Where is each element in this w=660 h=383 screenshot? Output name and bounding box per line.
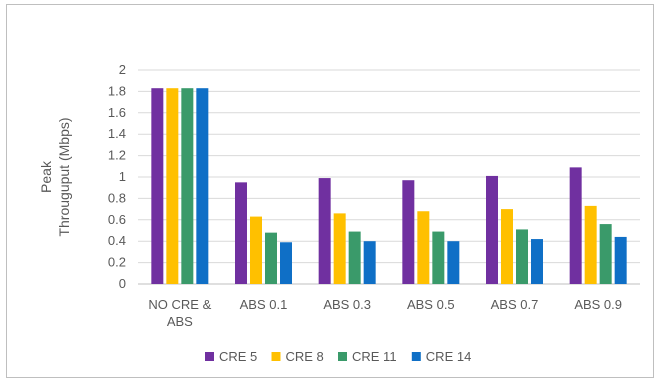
x-axis-ticks: NO CRE & ABS ABS 0.1 ABS 0.3 ABS 0.5 ABS 0.7 A…: [148, 297, 622, 329]
y-tick-label: 1.4: [108, 126, 126, 141]
y-tick-label: 0.6: [108, 212, 126, 227]
bar: [181, 88, 194, 284]
y-tick-label: 0.8: [108, 190, 126, 205]
legend-label: CRE 5: [219, 349, 257, 364]
bar: [265, 232, 277, 284]
y-tick-label: 0: [119, 276, 126, 291]
x-tick-label: NO CRE & ABS: [148, 297, 211, 329]
bar: [363, 241, 376, 284]
bar: [166, 88, 179, 284]
bar: [402, 180, 415, 284]
x-tick-label: ABS 0.1: [240, 297, 288, 312]
bar: [318, 178, 331, 284]
bar: [501, 209, 513, 284]
y-tick-label: 0.2: [108, 255, 126, 270]
bar: [486, 175, 498, 284]
bar: [447, 241, 460, 284]
legend-label: CRE 11: [352, 349, 397, 364]
y-tick-label: 1.6: [108, 105, 126, 120]
legend-swatch: [205, 352, 214, 361]
legend-swatch: [411, 352, 421, 361]
y-tick-label: 1: [119, 169, 126, 184]
x-tick-label: ABS 0.5: [407, 297, 455, 312]
bar: [196, 88, 209, 284]
bar: [569, 167, 582, 284]
x-tick-label: ABS 0.7: [491, 297, 539, 312]
bar: [333, 213, 346, 284]
bar: [280, 242, 292, 284]
bars: [151, 88, 627, 284]
legend-label: CRE 8: [286, 349, 324, 364]
y-axis-label: Peak Througuput (Mbps): [38, 117, 72, 236]
bar: [235, 182, 247, 284]
legend-label: CRE 14: [426, 349, 472, 364]
gridlines: [138, 69, 640, 285]
x-tick-label: ABS 0.3: [323, 297, 371, 312]
x-tick-label: ABS 0.9: [574, 297, 622, 312]
bar: [531, 239, 543, 284]
y-axis-title: Peak Througuput (Mbps): [38, 117, 72, 236]
bar: [599, 224, 612, 284]
bar: [250, 216, 262, 284]
legend-swatch: [271, 352, 281, 361]
legend-swatch: [338, 352, 347, 361]
y-axis-ticks: 0 0.2 0.4 0.6 0.8 1 1.2 1.4 1.6 1.8 2: [108, 62, 126, 291]
legend: CRE 5 CRE 8 CRE 11 CRE 14: [205, 349, 471, 364]
bar: [614, 236, 627, 284]
y-tick-label: 0.4: [108, 233, 126, 248]
bar: [432, 231, 445, 284]
y-tick-label: 1.8: [108, 83, 126, 98]
bar: [584, 205, 597, 284]
bar: [348, 231, 361, 284]
y-tick-label: 1.2: [108, 148, 126, 163]
bar: [516, 229, 528, 284]
y-tick-label: 2: [119, 62, 126, 77]
bar: [151, 88, 164, 284]
bar: [417, 211, 430, 284]
